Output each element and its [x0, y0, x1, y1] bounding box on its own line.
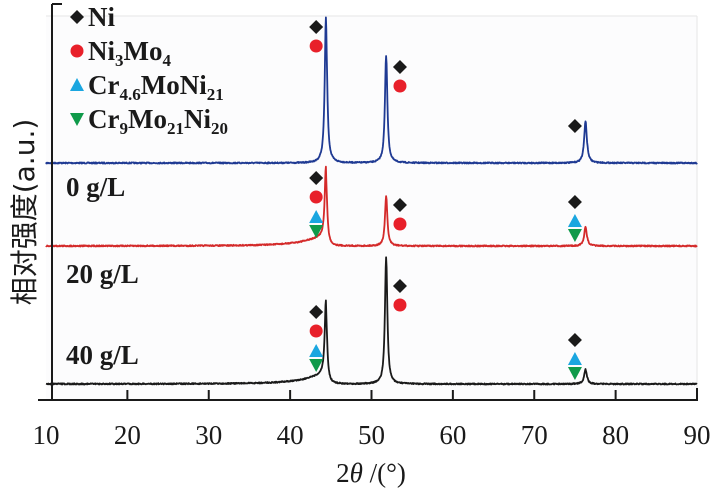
- marker-circle-0-53.5: [393, 79, 407, 93]
- legend-label-part: 4: [162, 51, 171, 70]
- marker-triangle-up-2-75: [567, 352, 582, 365]
- legend-marker-diamond: [70, 10, 84, 24]
- phase-markers: [309, 20, 582, 380]
- legend-label-0: Ni: [88, 2, 115, 32]
- x-tick-label-90: 90: [684, 420, 711, 450]
- marker-triangle-up-1-43.2: [309, 210, 324, 223]
- legend-label-part: Cr: [88, 70, 119, 100]
- legend-label-part: Cr: [88, 104, 119, 134]
- x-ticks: 10 20 30 40 50 60 70 80 90: [33, 388, 711, 450]
- legend-label-part: 9: [119, 119, 128, 138]
- marker-triangle-down-1-43.2: [309, 225, 324, 238]
- legend-label-part: 21: [207, 85, 224, 104]
- legend-label-3: Cr9Mo21Ni20: [88, 104, 228, 138]
- x-axis-title-theta: θ: [350, 458, 363, 488]
- marker-triangle-down-2-75: [567, 367, 582, 380]
- legend-marker-triangle-down: [70, 113, 84, 126]
- legend-label-part: Mo: [124, 36, 163, 66]
- marker-diamond-2-53.5: [392, 279, 407, 293]
- series-label-1: 20 g/L: [66, 259, 139, 289]
- legend-marker-triangle-up: [70, 78, 84, 91]
- marker-diamond-1-43.2: [309, 171, 324, 185]
- marker-diamond-2-75: [567, 333, 582, 347]
- legend-marker-circle: [70, 44, 84, 58]
- x-axis-title-num: 2: [336, 458, 350, 488]
- legend-label-part: Mo: [128, 104, 167, 134]
- marker-triangle-up-2-43.2: [309, 344, 324, 357]
- curves: [45, 16, 698, 386]
- legend-label-part: 21: [167, 119, 184, 138]
- curve-2: [45, 256, 698, 386]
- marker-triangle-up-1-75: [567, 214, 582, 227]
- x-tick-label-30: 30: [195, 420, 222, 450]
- legend-label-part: 4.6: [119, 85, 140, 104]
- legend-label-part: Ni: [88, 36, 115, 66]
- legend-label-part: MoNi: [141, 70, 207, 100]
- legend-label-2: Cr4.6MoNi21: [88, 70, 224, 104]
- x-tick-label-60: 60: [439, 420, 466, 450]
- x-tick-label-70: 70: [521, 420, 548, 450]
- x-tick-label-40: 40: [277, 420, 304, 450]
- marker-diamond-2-43.2: [309, 305, 324, 319]
- y-axis-title: 相对强度(a.u.): [8, 119, 41, 306]
- legend-label-part: 3: [115, 51, 124, 70]
- marker-triangle-down-2-43.2: [309, 359, 324, 372]
- curve-1: [45, 165, 698, 248]
- marker-diamond-0-53.5: [392, 60, 407, 74]
- marker-diamond-0-75: [567, 119, 582, 133]
- legend-label-part: 20: [211, 119, 228, 138]
- series-label-2: 40 g/L: [66, 340, 139, 370]
- x-tick-label-80: 80: [602, 420, 629, 450]
- x-tick-label-50: 50: [358, 420, 385, 450]
- x-axis-title: 2θ /(°): [336, 458, 406, 488]
- x-tick-label-10: 10: [33, 420, 60, 450]
- marker-circle-2-43.2: [309, 324, 323, 338]
- curve-0: [45, 16, 698, 165]
- marker-diamond-1-53.5: [392, 198, 407, 212]
- marker-triangle-down-1-75: [567, 229, 582, 242]
- legend-label-part: Ni: [184, 104, 211, 134]
- x-tick-label-20: 20: [114, 420, 141, 450]
- marker-circle-1-53.5: [393, 217, 407, 231]
- marker-diamond-0-43.2: [309, 20, 324, 34]
- marker-circle-0-43.2: [309, 39, 323, 53]
- marker-circle-1-43.2: [309, 190, 323, 204]
- legend-label-1: Ni3Mo4: [88, 36, 171, 70]
- series-label-0: 0 g/L: [66, 172, 125, 202]
- x-axis-title-rest: /(°): [363, 458, 406, 488]
- legend-label-part: Ni: [88, 2, 115, 32]
- marker-circle-2-53.5: [393, 298, 407, 312]
- marker-diamond-1-75: [567, 195, 582, 209]
- plot-area: [46, 16, 697, 400]
